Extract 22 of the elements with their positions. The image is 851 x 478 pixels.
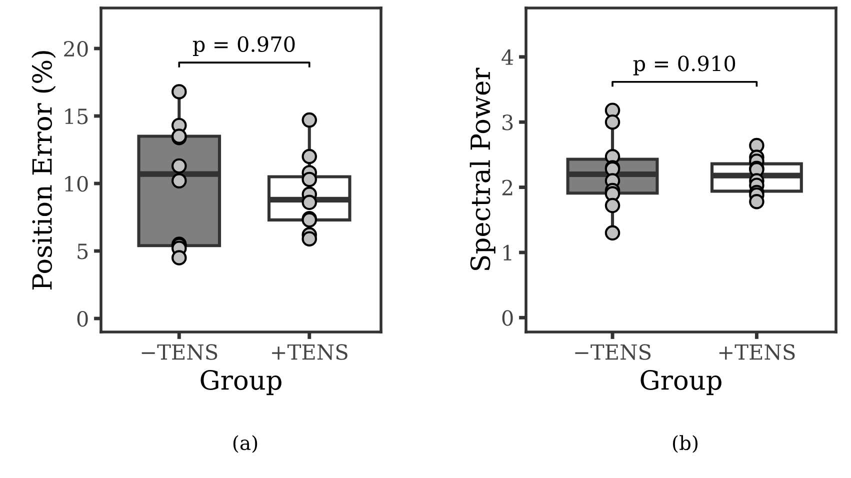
y-tick-label: 0 [502,310,513,326]
text: (b) [672,435,698,453]
y-tick-label: 5 [78,244,88,260]
x-tick-label: −TENS [142,344,218,360]
y-tick-label: 15 [65,108,88,124]
y-tick-label: 4 [502,49,514,65]
x-tick-label: +TENS [719,344,795,360]
y-axis-title: Spectral Power [470,68,496,270]
y-tick-label: 0 [77,310,88,327]
annotation: p = 0.910 [633,56,736,76]
text: (a) [233,435,258,453]
x-tick-label: −TENS [575,344,651,360]
x-axis-title: Group [640,370,722,396]
y-tick-label: 1 [503,244,512,260]
x-axis-title: Group [200,370,282,396]
x-tick-label: +TENS [272,344,348,360]
annotation: p = 0.970 [193,36,295,56]
y-tick-label: 20 [64,40,88,57]
y-tick-label: 10 [65,176,88,192]
y-tick-label: 3 [502,114,513,130]
y-axis-title: Position Error (%) [32,51,56,290]
y-tick-label: 2 [502,180,512,196]
